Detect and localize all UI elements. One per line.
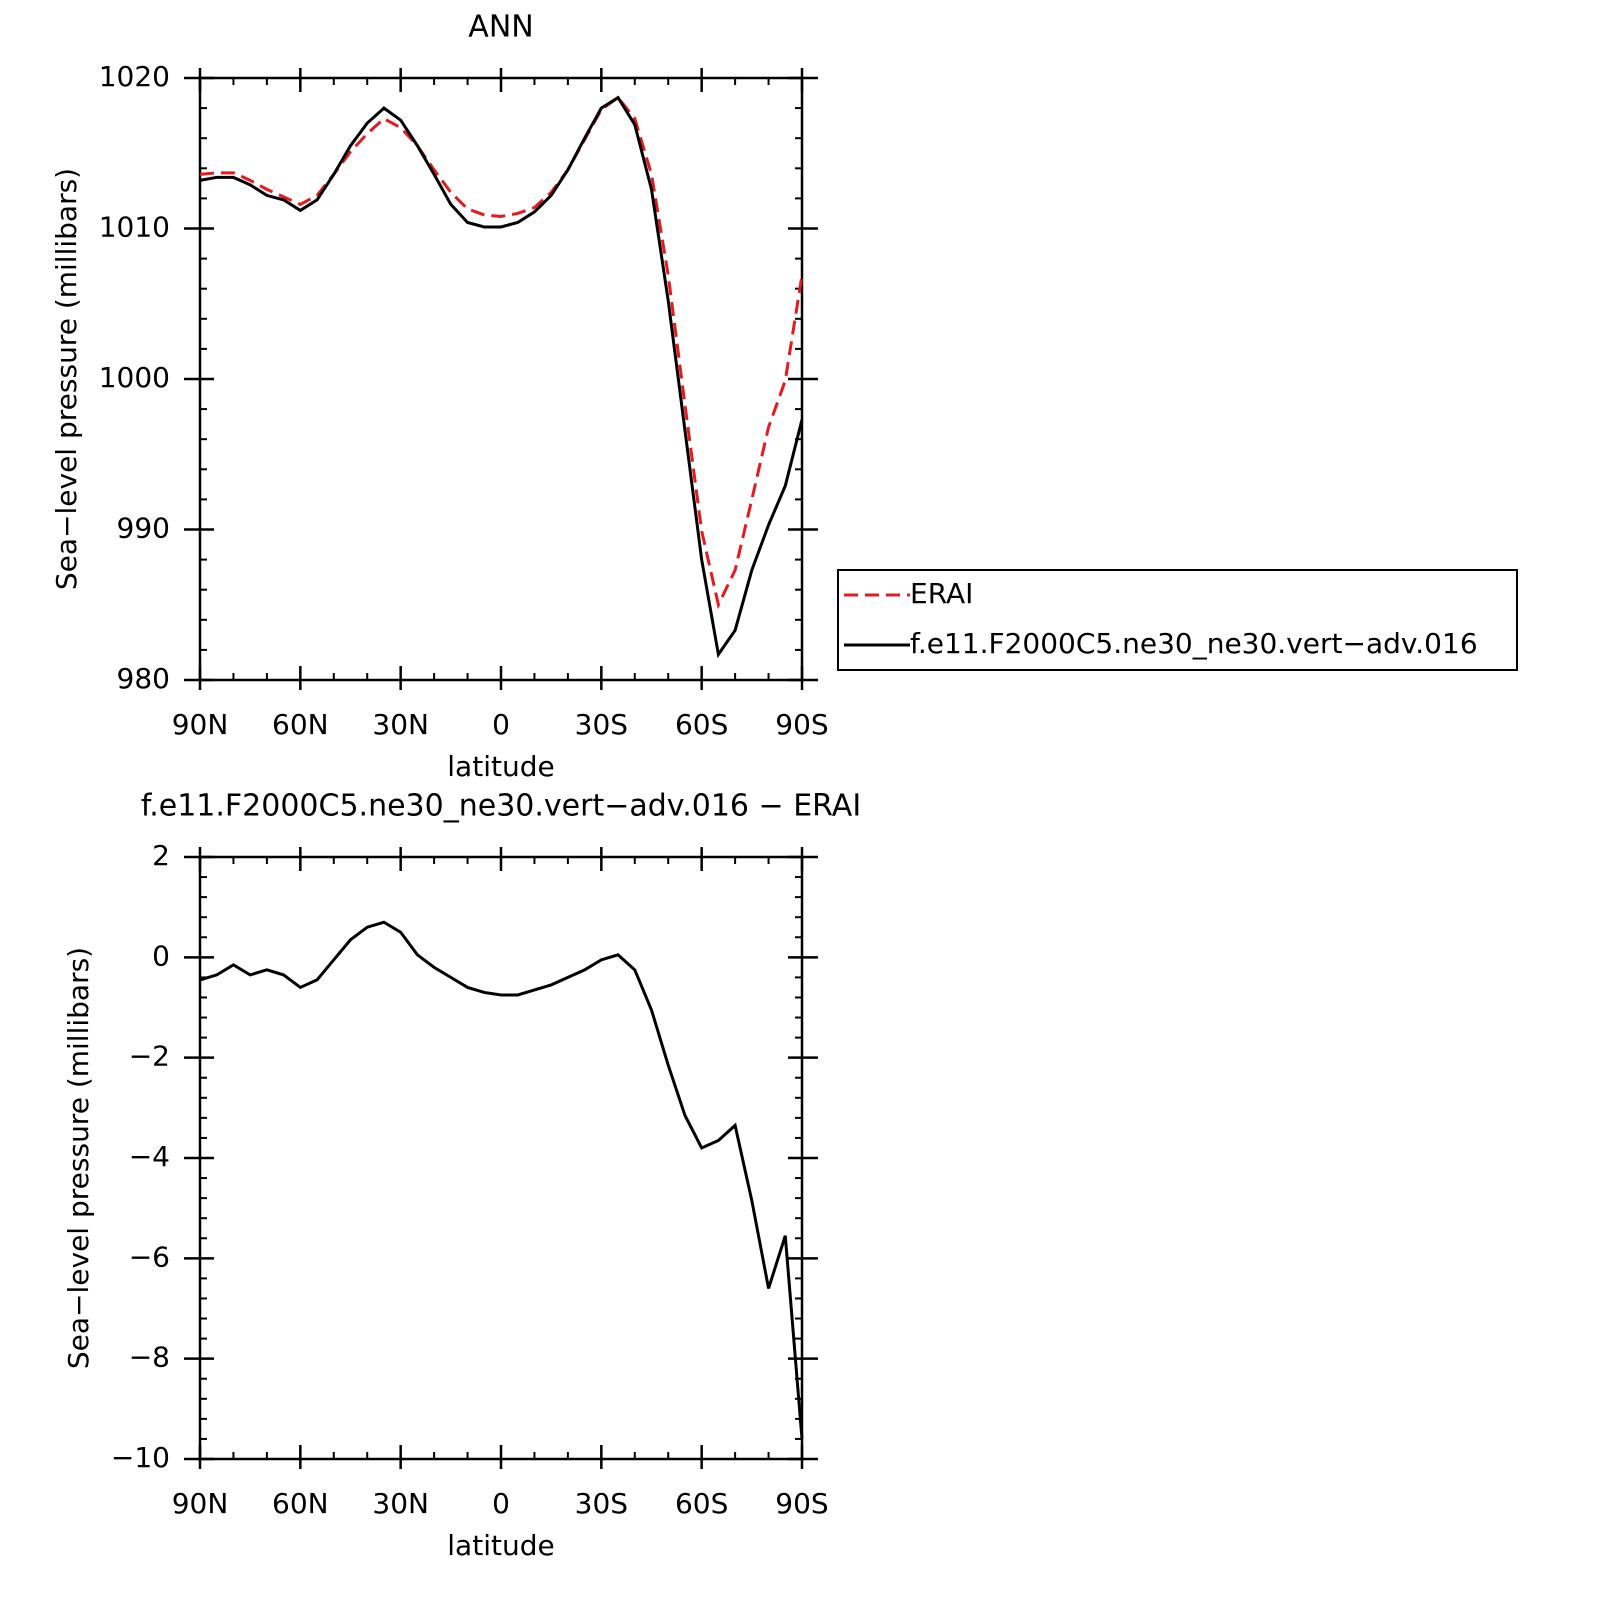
- y-axis-label: Sea−level pressure (millibars): [50, 168, 83, 590]
- x-tick-label: 30N: [372, 1487, 429, 1520]
- y-tick-label: 1000: [99, 361, 170, 394]
- x-tick-label: 60N: [272, 1487, 329, 1520]
- y-tick-label: −4: [129, 1140, 170, 1173]
- x-tick-label: 0: [492, 708, 510, 741]
- x-tick-label: 0: [492, 1487, 510, 1520]
- x-tick-label: 30S: [575, 1487, 628, 1520]
- data-line: [199, 95, 804, 610]
- x-tick-label: 60N: [272, 708, 329, 741]
- x-tick-label: 90N: [172, 708, 229, 741]
- y-tick-label: −6: [129, 1240, 170, 1273]
- x-tick-label: 30S: [575, 708, 628, 741]
- y-tick-label: 2: [152, 839, 170, 872]
- plot-frame: [198, 855, 804, 1461]
- x-tick-label: 60S: [675, 708, 728, 741]
- y-tick-label: 0: [152, 939, 170, 972]
- y-tick-label: −2: [129, 1040, 170, 1073]
- y-tick-label: 1020: [99, 60, 170, 93]
- y-tick-label: −8: [129, 1341, 170, 1374]
- x-axis-label: latitude: [447, 1529, 554, 1562]
- x-tick-label: 90S: [775, 1487, 828, 1520]
- plot-frame: [198, 76, 804, 682]
- legend-label: f.e11.F2000C5.ne30_ne30.vert−adv.016: [910, 627, 1478, 660]
- chart-title: ANN: [468, 10, 533, 45]
- legend-box: [837, 569, 1518, 671]
- data-line: [199, 920, 804, 1440]
- data-line: [199, 95, 804, 659]
- y-tick-label: 990: [117, 512, 170, 545]
- x-tick-label: 60S: [675, 1487, 728, 1520]
- y-tick-label: 1010: [99, 211, 170, 244]
- y-tick-label: −10: [111, 1441, 170, 1474]
- x-tick-label: 30N: [372, 708, 429, 741]
- x-axis-label: latitude: [447, 750, 554, 783]
- x-tick-label: 90S: [775, 708, 828, 741]
- x-tick-label: 90N: [172, 1487, 229, 1520]
- chart-title: f.e11.F2000C5.ne30_ne30.vert−adv.016 − E…: [141, 789, 861, 824]
- y-tick-label: 980: [117, 662, 170, 695]
- y-axis-label: Sea−level pressure (millibars): [62, 947, 95, 1369]
- legend-label: ERAI: [910, 577, 973, 610]
